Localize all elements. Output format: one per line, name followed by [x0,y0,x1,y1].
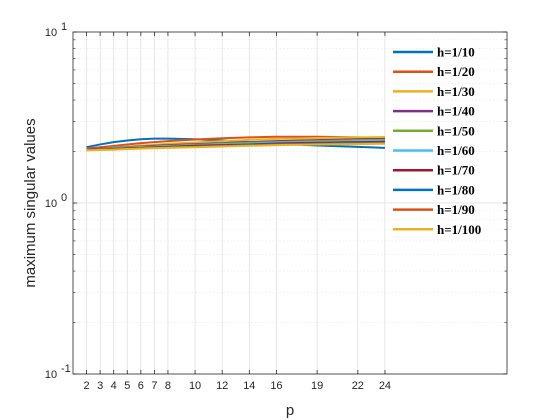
x-tick-label: 12 [216,380,228,392]
x-tick-label: 22 [352,380,364,392]
x-tick-label: 24 [379,380,391,392]
x-tick-label: 7 [151,380,157,392]
legend-label: h=1/40 [437,104,475,119]
legend-label: h=1/90 [437,202,475,217]
x-tick-label: 8 [165,380,171,392]
legend-label: h=1/10 [437,45,475,60]
x-tick-label: 4 [111,380,117,392]
y-tick-exponent: 0 [61,192,67,204]
x-tick-label: 5 [124,380,130,392]
y-axis-label: maximum singular values [22,118,39,287]
legend-label: h=1/20 [437,64,475,79]
legend-label: h=1/70 [437,163,475,178]
x-axis-label: p [286,402,294,419]
legend-label: h=1/60 [437,143,475,158]
legend-label: h=1/30 [437,84,475,99]
x-tick-label: 14 [243,380,255,392]
y-tick-base: 10 [45,198,57,210]
x-tick-label: 3 [97,380,103,392]
y-tick-base: 10 [45,27,57,39]
legend-label: h=1/100 [437,222,481,237]
x-tick-label: 6 [138,380,144,392]
legend-label: h=1/80 [437,182,475,197]
y-tick-exponent: 1 [61,21,67,33]
x-tick-label: 2 [84,380,90,392]
y-tick-base: 10 [45,369,57,381]
y-tick-exponent: -1 [61,363,71,375]
x-tick-label: 16 [270,380,282,392]
x-tick-label: 10 [189,380,201,392]
legend-label: h=1/50 [437,123,475,138]
x-tick-label: 19 [311,380,323,392]
